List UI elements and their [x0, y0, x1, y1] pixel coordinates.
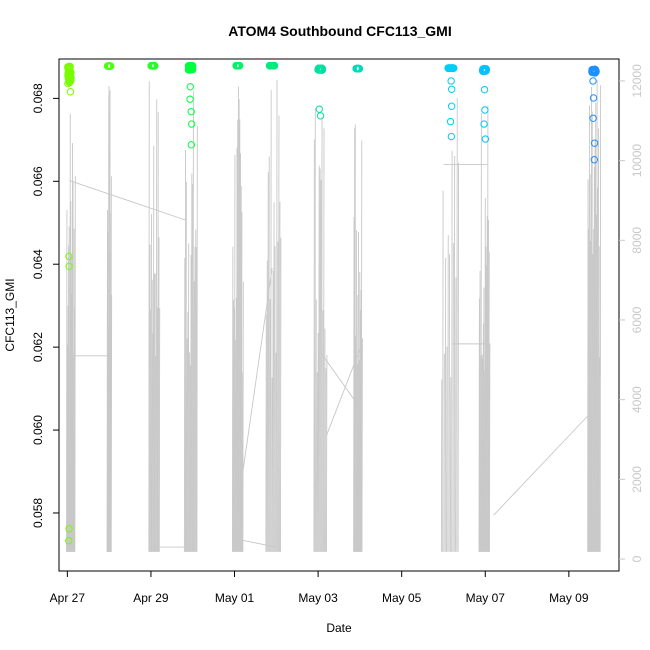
data-point: [65, 262, 73, 270]
axes-layer: Apr 27 Apr 29 May 01 May 03 May 05 May 07 May …: [31, 58, 644, 605]
chart-title: ATOM4 Southbound CFC113_GMI: [228, 23, 452, 39]
data-point: [482, 66, 490, 74]
data-point: [187, 141, 196, 149]
data-point: [589, 94, 598, 102]
y-tick-label: 0.068: [31, 83, 45, 113]
data-point: [481, 65, 489, 73]
y2-tick-label: 0: [630, 555, 644, 562]
x-tick-label: May 01: [215, 591, 255, 605]
y2-tick-label: 12000: [630, 64, 644, 98]
data-point: [447, 85, 456, 93]
data-point: [187, 107, 195, 116]
data-point: [589, 77, 597, 85]
data-point: [447, 102, 456, 110]
data-point: [481, 106, 489, 114]
y2-tick-label: 4000: [630, 386, 644, 413]
data-point: [65, 525, 73, 533]
data-point: [447, 77, 455, 85]
x-axis-label: Date: [326, 621, 352, 635]
y-axis-label: CFC113_GMI: [3, 278, 17, 351]
x-tick-label: May 09: [549, 591, 589, 605]
data-point: [187, 120, 196, 128]
data-point: [480, 120, 488, 128]
data-point: [65, 537, 73, 545]
y-tick-label: 0.060: [31, 415, 45, 445]
y-tick-label: 0.058: [31, 498, 45, 528]
y-tick-label: 0.062: [31, 332, 45, 362]
data-point: [447, 64, 456, 72]
data-point: [268, 61, 277, 70]
data-point: [315, 105, 323, 113]
data-point: [65, 252, 73, 261]
data-point: [445, 64, 453, 72]
x-tick-label: Apr 27: [50, 591, 86, 605]
data-point: [314, 65, 323, 74]
data-point: [186, 83, 195, 91]
data-point: [235, 61, 244, 70]
data-point: [148, 62, 157, 70]
y2-tick-label: 6000: [630, 306, 644, 333]
data-point: [186, 95, 194, 103]
data-point: [266, 61, 275, 70]
x-tick-label: May 07: [466, 591, 506, 605]
data-point: [589, 66, 597, 74]
data-point: [67, 76, 75, 85]
data-point: [590, 139, 599, 147]
points-layer: [64, 61, 600, 545]
x-tick-label: Apr 29: [133, 591, 169, 605]
data-point: [105, 62, 114, 70]
data-point: [65, 63, 73, 71]
data-point: [481, 135, 490, 143]
x-tick-label: May 05: [382, 591, 422, 605]
y2-tick-label: 10000: [630, 144, 644, 178]
data-point: [446, 117, 455, 126]
data-point: [66, 78, 74, 86]
data-point: [354, 64, 362, 73]
y-tick-label: 0.064: [31, 249, 45, 279]
data-point: [64, 64, 73, 72]
y2-tick-label: 8000: [630, 227, 644, 254]
data-point: [186, 63, 194, 71]
data-point: [589, 114, 597, 122]
data-point: [447, 132, 456, 141]
data-point: [318, 66, 326, 74]
data-point: [150, 62, 159, 70]
y-tick-label: 0.066: [31, 166, 45, 196]
data-point: [103, 62, 112, 70]
data-point: [233, 62, 241, 70]
plot-frame: [58, 58, 620, 572]
data-point: [590, 156, 599, 164]
x-tick-label: May 03: [298, 591, 338, 605]
data-point: [66, 88, 75, 96]
data-point: [480, 85, 489, 94]
data-point: [66, 72, 74, 81]
y2-tick-label: 2000: [630, 466, 644, 493]
altitude-line: [493, 411, 593, 516]
altitude-line: [69, 180, 187, 221]
altitude-layer: [66, 79, 602, 552]
